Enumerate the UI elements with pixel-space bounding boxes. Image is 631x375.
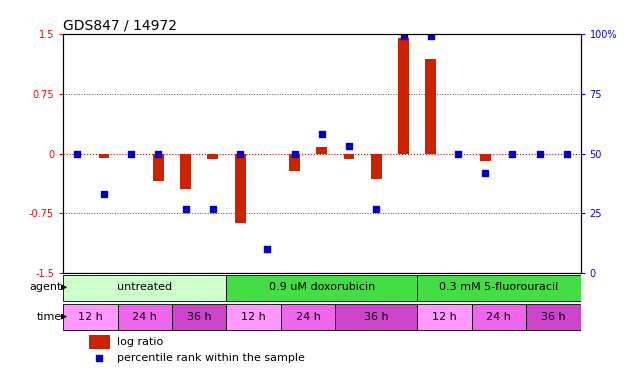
Point	[72, 150, 82, 156]
Point	[262, 246, 273, 252]
Text: 36 h: 36 h	[541, 312, 565, 322]
Bar	[281, 304, 336, 330]
Point	[208, 206, 218, 212]
Point	[398, 33, 408, 39]
Point	[534, 150, 545, 156]
Text: untreated: untreated	[117, 282, 172, 292]
Point	[507, 150, 517, 156]
Bar	[180, 153, 191, 189]
Bar	[417, 304, 471, 330]
Bar	[344, 153, 355, 159]
Bar	[117, 304, 172, 330]
Text: 0.9 uM doxorubicin: 0.9 uM doxorubicin	[269, 282, 375, 292]
Text: 12 h: 12 h	[78, 312, 103, 322]
Text: 12 h: 12 h	[241, 312, 266, 322]
Point	[480, 170, 490, 176]
Point	[562, 150, 572, 156]
Point	[153, 150, 163, 156]
Text: 24 h: 24 h	[487, 312, 511, 322]
Text: log ratio: log ratio	[117, 337, 163, 347]
Text: 36 h: 36 h	[187, 312, 211, 322]
Point	[94, 355, 104, 361]
Bar	[89, 335, 110, 350]
Text: 12 h: 12 h	[432, 312, 457, 322]
Point	[453, 150, 463, 156]
Point	[99, 191, 109, 197]
Point	[317, 131, 327, 137]
Point	[180, 206, 191, 212]
Bar	[98, 153, 109, 158]
Point	[126, 150, 136, 156]
Text: time: time	[37, 312, 62, 322]
Bar	[398, 38, 409, 153]
Bar	[172, 304, 227, 330]
Bar	[289, 153, 300, 171]
Bar	[471, 304, 526, 330]
Bar	[316, 147, 327, 153]
Text: 24 h: 24 h	[133, 312, 157, 322]
Bar	[526, 304, 581, 330]
Bar	[208, 153, 218, 159]
Text: 0.3 mM 5-fluorouracil: 0.3 mM 5-fluorouracil	[439, 282, 558, 292]
Bar	[425, 59, 436, 153]
Bar	[227, 275, 417, 301]
Bar	[417, 275, 581, 301]
Text: 36 h: 36 h	[364, 312, 389, 322]
Bar	[63, 304, 117, 330]
Bar	[235, 153, 245, 223]
Point	[235, 150, 245, 156]
Point	[426, 33, 436, 39]
Text: percentile rank within the sample: percentile rank within the sample	[117, 353, 305, 363]
Bar	[227, 304, 281, 330]
Point	[290, 150, 300, 156]
Point	[344, 143, 354, 149]
Bar	[63, 275, 227, 301]
Bar	[336, 304, 417, 330]
Text: 24 h: 24 h	[296, 312, 321, 322]
Bar	[153, 153, 164, 182]
Bar	[371, 153, 382, 179]
Text: GDS847 / 14972: GDS847 / 14972	[63, 19, 177, 33]
Text: agent: agent	[30, 282, 62, 292]
Bar	[480, 153, 491, 162]
Point	[371, 206, 381, 212]
